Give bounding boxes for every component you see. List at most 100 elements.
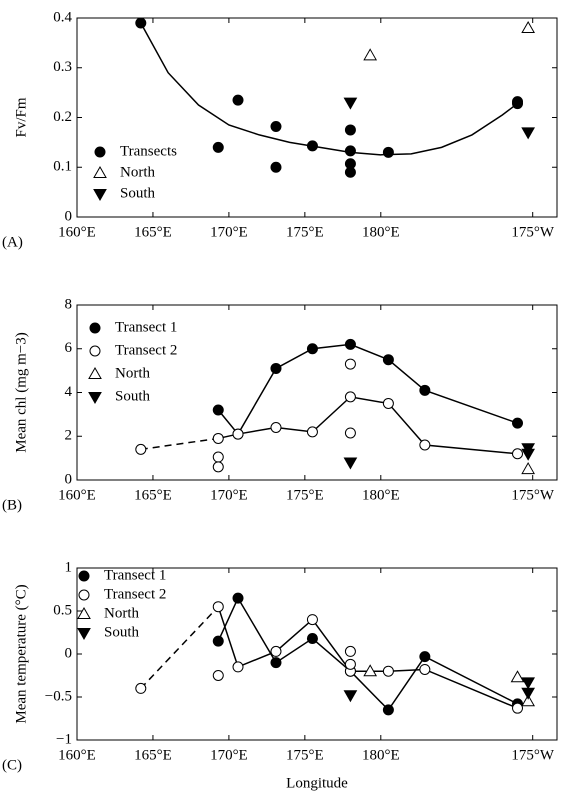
data-point — [135, 443, 147, 455]
x-tick-label: 180°E — [362, 487, 400, 503]
data-point — [344, 338, 356, 350]
legend-marker — [93, 189, 107, 202]
legend-marker — [77, 606, 91, 619]
y-tick-label: −1 — [56, 731, 72, 747]
data-point — [135, 17, 147, 29]
data-point — [344, 124, 356, 136]
series-line — [217, 596, 518, 712]
legend-label: Transect 1 — [104, 567, 166, 583]
data-point — [521, 448, 536, 461]
y-tick-label: 0.3 — [53, 59, 72, 75]
x-tick-label: 160°E — [58, 747, 96, 763]
legend-label: South — [104, 624, 140, 640]
data-point — [419, 651, 431, 663]
y-tick-label: 0 — [65, 645, 73, 661]
legend-marker — [94, 146, 106, 158]
x-tick-label: 175°W — [511, 224, 554, 240]
data-point — [212, 451, 224, 463]
legend-label: Transect 2 — [115, 342, 177, 358]
x-tick-label: 165°E — [134, 224, 172, 240]
data-point — [212, 432, 224, 444]
data-point — [270, 645, 282, 657]
data-point — [306, 343, 318, 355]
data-point — [344, 427, 356, 439]
data-point — [344, 658, 356, 670]
data-point — [521, 462, 536, 475]
data-point — [135, 682, 147, 694]
y-tick-label: 0 — [65, 208, 73, 224]
y-tick-label: 0.1 — [53, 159, 72, 175]
y-tick-label: 0 — [65, 471, 73, 487]
x-tick-label: 175°W — [511, 487, 554, 503]
data-point — [343, 97, 358, 110]
legend-marker — [77, 628, 91, 641]
data-point — [419, 384, 431, 396]
series-line — [217, 343, 518, 436]
data-point — [343, 457, 358, 470]
series-line — [217, 606, 518, 709]
data-point — [382, 397, 394, 409]
x-tick-label: 170°E — [210, 747, 248, 763]
data-point — [521, 127, 536, 140]
data-point — [212, 601, 224, 613]
data-point — [212, 461, 224, 473]
x-tick-label: 180°E — [362, 224, 400, 240]
data-point — [270, 422, 282, 433]
series-line — [140, 606, 219, 689]
x-axis-label: Longitude — [286, 775, 348, 791]
data-point — [344, 358, 356, 370]
data-point — [212, 141, 224, 153]
data-point — [382, 146, 394, 158]
y-tick-label: 1 — [65, 559, 73, 575]
x-tick-label: 160°E — [58, 487, 96, 503]
data-point — [344, 645, 356, 657]
data-point — [521, 694, 536, 707]
data-point — [212, 670, 224, 681]
legend-label: North — [115, 365, 150, 381]
data-point — [306, 614, 318, 626]
data-point — [512, 98, 524, 110]
data-point — [212, 635, 224, 647]
series-line — [140, 22, 518, 156]
data-point — [419, 439, 431, 451]
y-tick-label: −0.5 — [45, 688, 72, 704]
data-point — [521, 687, 536, 700]
legend-marker — [88, 366, 102, 379]
data-point — [270, 657, 282, 669]
data-point — [382, 354, 394, 366]
data-point — [270, 161, 282, 173]
y-tick-label: 0.4 — [53, 9, 72, 25]
x-tick-label: 175°E — [286, 487, 324, 503]
x-tick-label: 160°E — [58, 224, 96, 240]
legend-label: South — [120, 185, 156, 201]
data-point — [512, 702, 524, 714]
x-tick-label: 165°E — [134, 747, 172, 763]
series-line — [140, 437, 219, 451]
x-tick-label: 180°E — [362, 747, 400, 763]
data-point — [232, 428, 244, 440]
data-point — [521, 677, 536, 690]
x-tick-label: 170°E — [210, 487, 248, 503]
data-point — [521, 20, 536, 33]
data-point — [382, 704, 394, 716]
panel-label: (B) — [2, 497, 22, 513]
x-tick-label: 175°E — [286, 224, 324, 240]
data-point — [344, 391, 356, 403]
data-point — [270, 362, 282, 374]
legend-label: North — [120, 164, 155, 180]
y-tick-label: 6 — [65, 340, 73, 356]
data-point — [363, 48, 378, 61]
data-point — [232, 94, 244, 106]
data-point — [306, 633, 318, 645]
legend-marker — [93, 165, 107, 178]
legend-marker — [89, 322, 101, 334]
x-tick-label: 175°E — [286, 747, 324, 763]
legend-marker — [78, 589, 90, 601]
data-point — [510, 670, 525, 683]
legend-label: Transects — [120, 143, 177, 159]
data-point — [419, 663, 431, 675]
y-tick-label: 0.2 — [53, 109, 72, 125]
panel-label: (A) — [2, 234, 23, 250]
data-point — [212, 404, 224, 416]
